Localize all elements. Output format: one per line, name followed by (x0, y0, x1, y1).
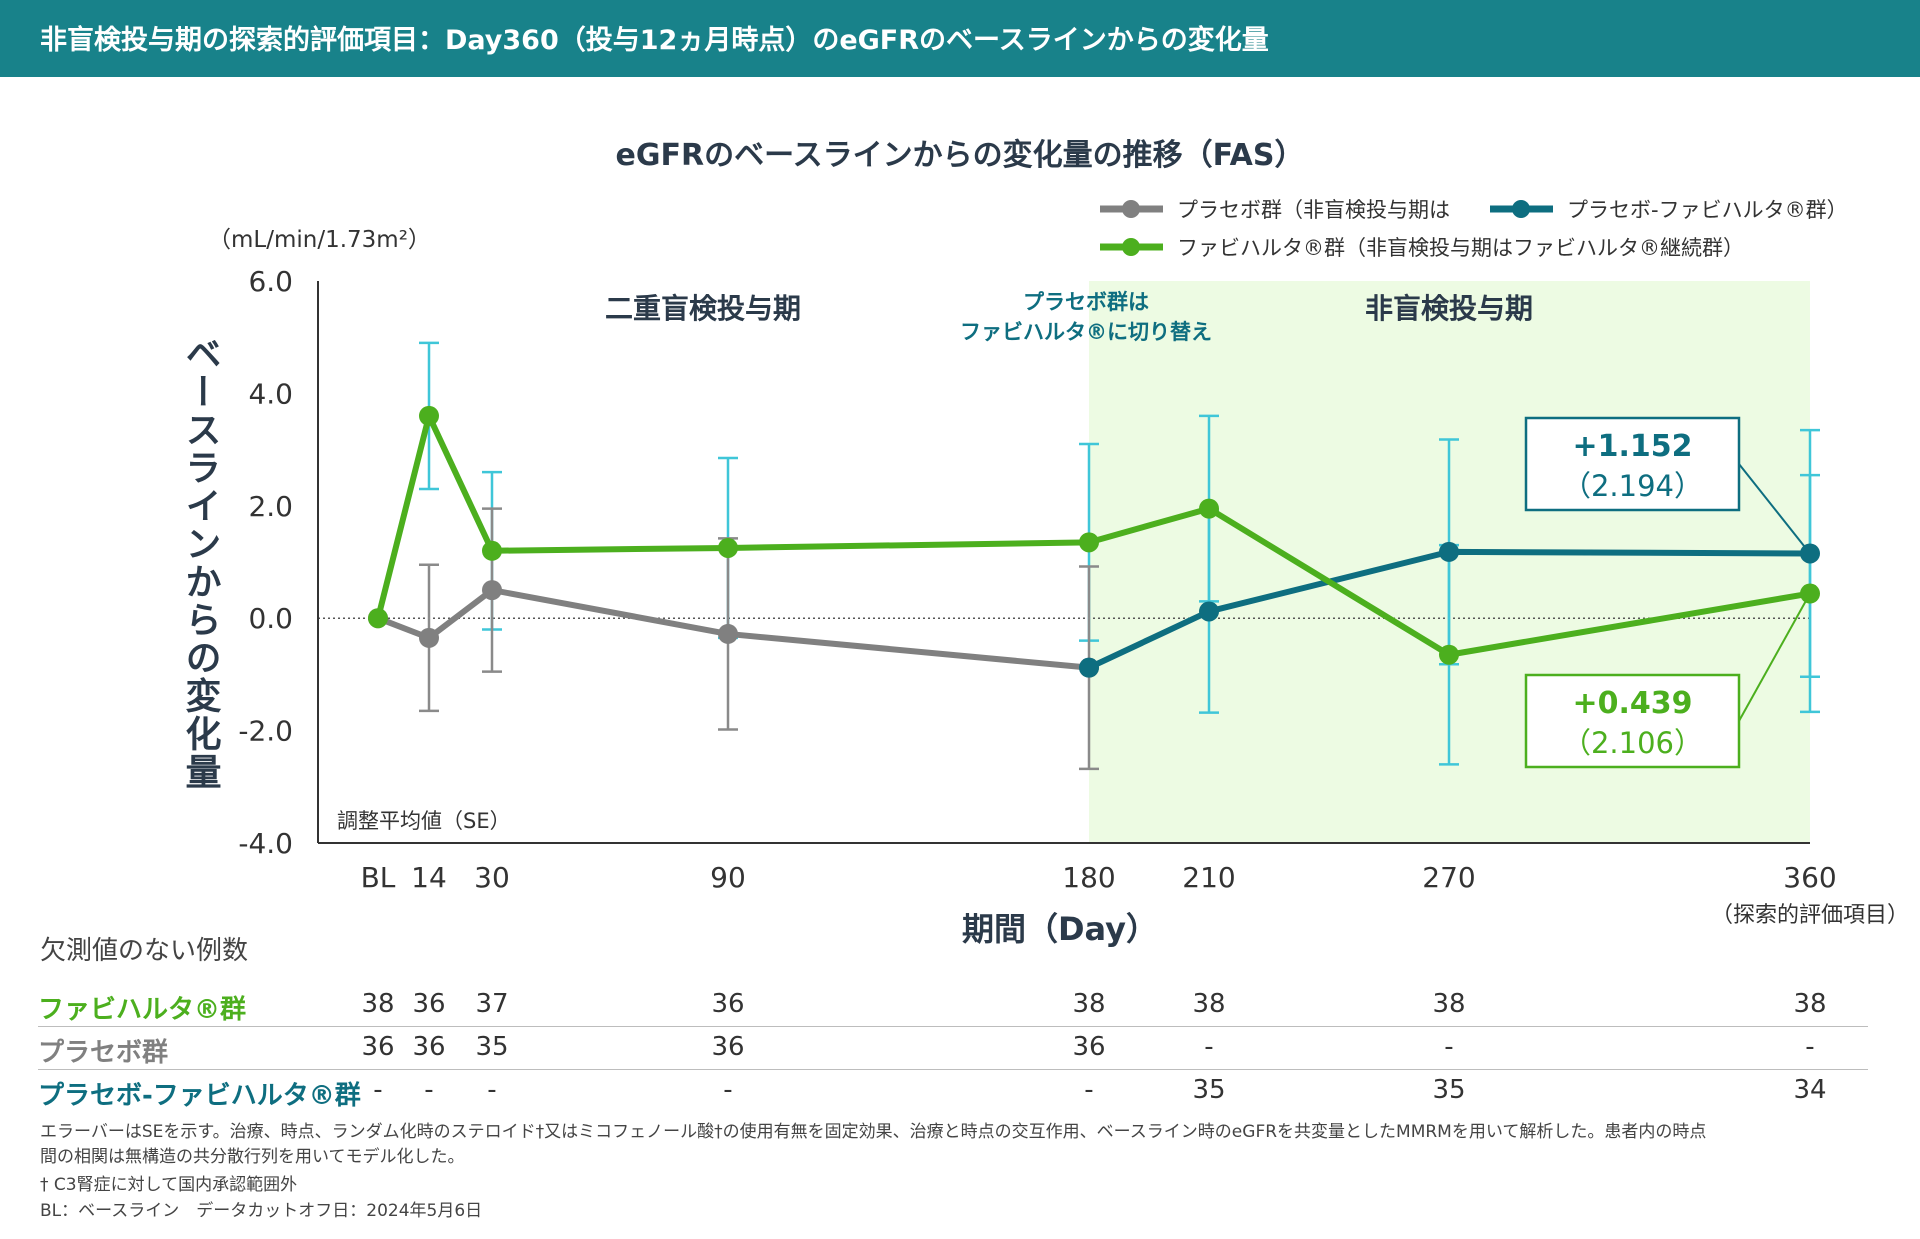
table-cell: - (1204, 1032, 1214, 1062)
data-point (368, 608, 388, 629)
se-note: 調整平均値（SE） (337, 809, 511, 833)
y-tick-label: 0.0 (248, 602, 293, 635)
y-tick-label: 4.0 (248, 377, 293, 410)
header-bar: 非盲検投与期の探索的評価項目：Day360（投与12ヵ月時点）のeGFRのベース… (0, 0, 1920, 77)
x-tick-label: 270 (1422, 861, 1475, 894)
data-point (1199, 498, 1219, 519)
legend-label-switch: プラセボ-ファビハルタ®群） (1567, 198, 1848, 222)
table-row-label: プラセボ群 (38, 1038, 169, 1068)
table-cell: 36 (711, 989, 745, 1019)
legend-marker-fabhalta (1122, 238, 1140, 256)
line-chart: 6.0 4.0 2.0 0.0 -2.0 -4.0 BL 14 30 90 180 210 270 360… (180, 198, 1910, 948)
x-tick-label: 180 (1062, 861, 1115, 894)
table-row-divider (38, 1026, 1868, 1027)
period-label-open: 非盲検投与期 (1365, 292, 1533, 325)
callout-se: （2.194） (1562, 469, 1703, 503)
switch-note-line2: ファビハルタ®に切り替え (960, 320, 1212, 344)
table-row-label: プラセボ-ファビハルタ®群 (38, 1081, 361, 1111)
period-label-blinded: 二重盲検投与期 (605, 292, 801, 325)
legend-marker-switch (1512, 200, 1530, 218)
table-cell: - (723, 1075, 733, 1105)
callout-box (1524, 416, 1741, 512)
x-tick-label: BL (361, 861, 396, 894)
data-point (482, 540, 502, 561)
data-point (1439, 644, 1459, 665)
legend-marker-placebo (1122, 200, 1140, 218)
table-cell: 38 (1072, 989, 1106, 1019)
table-cell: 36 (361, 1032, 395, 1062)
table-cell: 35 (475, 1032, 509, 1062)
x-tick-label: 210 (1182, 861, 1235, 894)
y-tick-label: 2.0 (248, 490, 293, 523)
table-title: 欠測値のない例数 (40, 936, 249, 966)
table-cell: 36 (412, 1032, 446, 1062)
callout-value: +1.152 (1572, 429, 1692, 464)
table-row-divider (38, 1069, 1868, 1070)
legend-label-placebo: プラセボ群（非盲検投与期は (1177, 198, 1450, 222)
callout-leader (1738, 463, 1811, 555)
switch-note-line1: プラセボ群は (1023, 290, 1149, 314)
table-cell: 36 (1072, 1032, 1106, 1062)
data-point (1079, 532, 1099, 553)
table-cell: 38 (1192, 989, 1226, 1019)
data-point (718, 537, 738, 558)
callout-value: +0.439 (1572, 686, 1692, 721)
footnote-2: 間の相関は無構造の共分散行列を用いてモデル化した。 (40, 1147, 465, 1167)
data-point (419, 627, 439, 648)
data-point (1199, 601, 1219, 622)
footnote-4: BL：ベースライン データカットオフ日：2024年5月6日 (40, 1201, 483, 1221)
footnote-3: † C3腎症に対して国内承認範囲外 (40, 1175, 298, 1195)
y-tick-label: 6.0 (248, 265, 293, 298)
footnote-1: エラーバーはSEを示す。治療、時点、ランダム化時のステロイド†又はミコフェノール… (40, 1122, 1707, 1142)
x-tick-label: 360 (1783, 861, 1836, 894)
x-tick-label: 90 (710, 861, 746, 894)
data-point (419, 405, 439, 426)
table-cell: 38 (1432, 989, 1466, 1019)
table-cell: 37 (475, 989, 509, 1019)
data-point (482, 580, 502, 601)
data-point (718, 623, 738, 644)
y-tick-label: -4.0 (238, 827, 293, 860)
callout-box (1524, 673, 1741, 769)
table-cell: - (1805, 1032, 1815, 1062)
table-cell: - (424, 1075, 434, 1105)
table-cell: 36 (412, 989, 446, 1019)
data-point (1439, 541, 1459, 562)
y-tick-label: -2.0 (238, 715, 293, 748)
table-cell: 35 (1432, 1075, 1466, 1105)
callout-se: （2.106） (1562, 726, 1703, 760)
table-cell: 34 (1793, 1075, 1827, 1105)
table-cell: 38 (361, 989, 395, 1019)
page-title: 非盲検投与期の探索的評価項目：Day360（投与12ヵ月時点）のeGFRのベース… (40, 25, 1269, 56)
chart-title: eGFRのベースラインからの変化量の推移（FAS） (615, 138, 1305, 173)
table-row-label: ファビハルタ®群 (38, 995, 247, 1025)
table-cell: 35 (1192, 1075, 1226, 1105)
table-cell: - (373, 1075, 383, 1105)
table-cell: - (1444, 1032, 1454, 1062)
data-point (1079, 657, 1099, 678)
legend-label-fabhalta: ファビハルタ®群（非盲検投与期はファビハルタ®継続群） (1177, 236, 1744, 260)
table-cell: 36 (711, 1032, 745, 1062)
x-tick-note: （探索的評価項目） (1711, 903, 1909, 928)
table-cell: - (487, 1075, 497, 1105)
x-tick-label: 30 (474, 861, 510, 894)
y-axis-label: ベースラインからの変化量 (180, 335, 222, 791)
series-line (375, 412, 1811, 658)
x-tick-label: 14 (411, 861, 447, 894)
table-cell: - (1084, 1075, 1094, 1105)
table-cell: 38 (1793, 989, 1827, 1019)
x-axis-label: 期間（Day） (962, 910, 1158, 948)
callout-leader (1738, 593, 1811, 722)
unit-label: （mL/min/1.73m²） (208, 227, 431, 253)
